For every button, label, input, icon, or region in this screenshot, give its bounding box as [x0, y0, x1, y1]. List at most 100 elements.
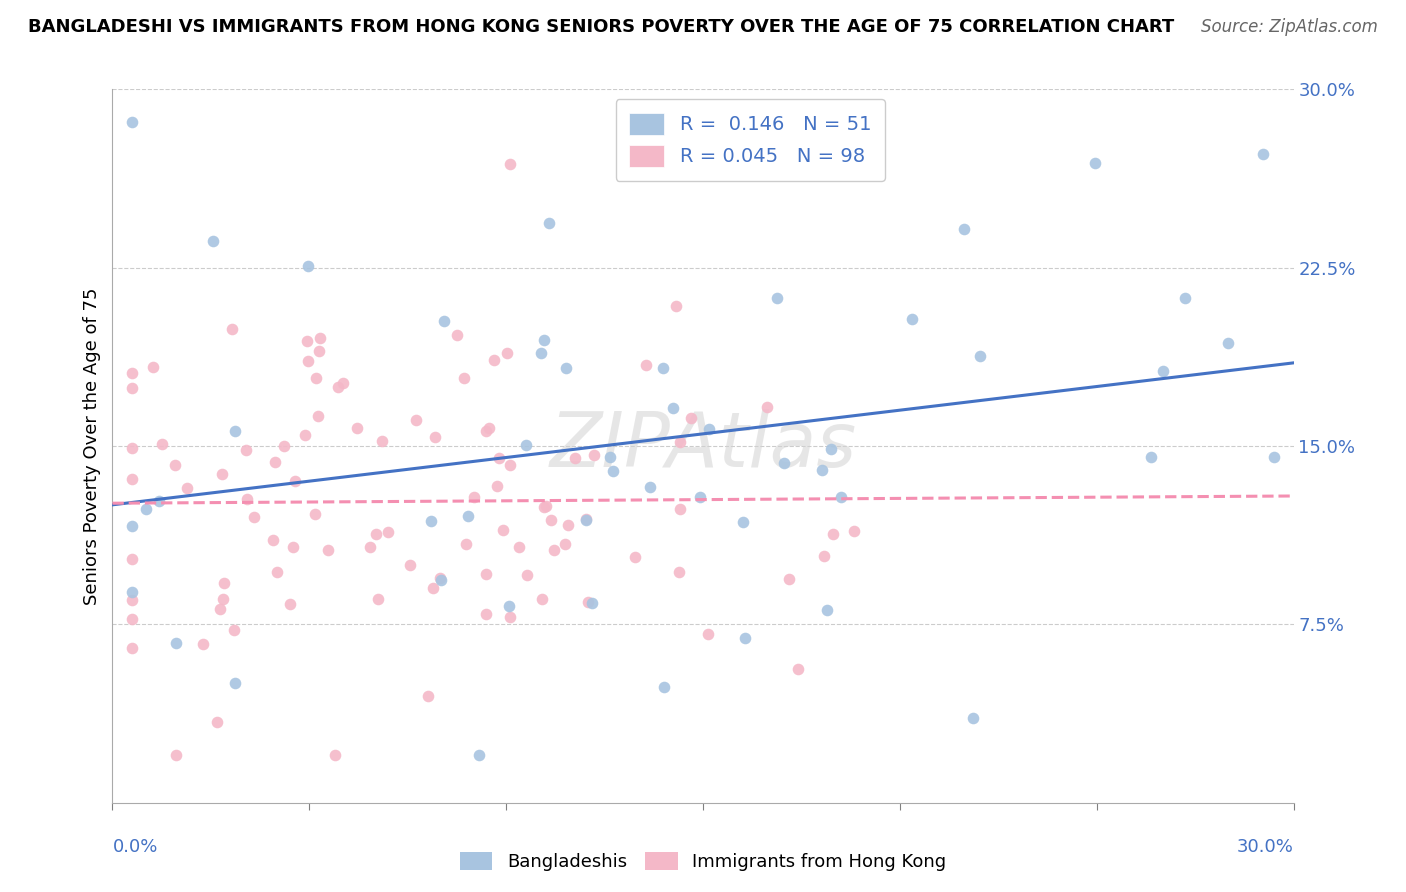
- Y-axis label: Seniors Poverty Over the Age of 75: Seniors Poverty Over the Age of 75: [83, 287, 101, 605]
- Point: [557, 518, 579, 533]
- Point: [176, 481, 198, 495]
- Point: [1174, 291, 1197, 305]
- Point: [492, 523, 515, 537]
- Point: [810, 463, 832, 477]
- Point: [583, 448, 606, 462]
- Point: [236, 491, 259, 506]
- Point: [205, 714, 228, 729]
- Point: [295, 334, 318, 348]
- Point: [1140, 450, 1163, 465]
- Point: [242, 510, 264, 524]
- Point: [308, 344, 330, 359]
- Point: [423, 430, 446, 444]
- Point: [842, 524, 865, 539]
- Point: [209, 602, 232, 616]
- Point: [284, 474, 307, 488]
- Point: [576, 594, 599, 608]
- Point: [962, 711, 984, 725]
- Point: [669, 434, 692, 449]
- Point: [364, 527, 387, 541]
- Point: [446, 328, 468, 343]
- Point: [820, 442, 842, 457]
- Point: [121, 366, 143, 380]
- Point: [801, 152, 824, 166]
- Point: [304, 508, 326, 522]
- Point: [495, 346, 517, 360]
- Point: [1152, 363, 1174, 377]
- Point: [297, 354, 319, 368]
- Point: [468, 748, 491, 763]
- Point: [499, 157, 522, 171]
- Text: ZIPAtlas: ZIPAtlas: [550, 409, 856, 483]
- Point: [262, 533, 284, 547]
- Point: [530, 591, 553, 606]
- Point: [901, 311, 924, 326]
- Point: [121, 472, 143, 486]
- Point: [211, 592, 233, 607]
- Point: [534, 500, 557, 514]
- Point: [599, 450, 621, 464]
- Point: [581, 596, 603, 610]
- Point: [429, 571, 451, 585]
- Point: [953, 222, 976, 236]
- Text: 30.0%: 30.0%: [1237, 838, 1294, 855]
- Point: [278, 597, 301, 611]
- Point: [121, 551, 143, 566]
- Point: [305, 371, 328, 385]
- Point: [662, 401, 685, 416]
- Point: [697, 626, 720, 640]
- Point: [150, 437, 173, 451]
- Point: [332, 376, 354, 390]
- Text: BANGLADESHI VS IMMIGRANTS FROM HONG KONG SENIORS POVERTY OVER THE AGE OF 75 CORR: BANGLADESHI VS IMMIGRANTS FROM HONG KONG…: [28, 18, 1174, 36]
- Point: [457, 509, 479, 524]
- Point: [142, 360, 165, 375]
- Point: [813, 549, 835, 563]
- Point: [516, 567, 538, 582]
- Point: [121, 381, 143, 395]
- Point: [266, 565, 288, 579]
- Point: [121, 115, 143, 129]
- Point: [575, 511, 598, 525]
- Point: [316, 542, 339, 557]
- Point: [463, 490, 485, 504]
- Point: [499, 609, 522, 624]
- Point: [367, 591, 389, 606]
- Point: [135, 502, 157, 516]
- Point: [121, 612, 143, 626]
- Point: [201, 234, 224, 248]
- Point: [484, 352, 506, 367]
- Point: [564, 450, 586, 465]
- Point: [377, 524, 399, 539]
- Point: [419, 514, 441, 528]
- Point: [530, 346, 553, 360]
- Point: [555, 361, 578, 376]
- Point: [554, 537, 576, 551]
- Point: [346, 421, 368, 435]
- Point: [515, 438, 537, 452]
- Point: [485, 479, 508, 493]
- Point: [294, 427, 316, 442]
- Point: [697, 422, 720, 436]
- Point: [734, 632, 756, 646]
- Point: [1251, 146, 1274, 161]
- Point: [416, 689, 439, 703]
- Point: [307, 409, 329, 423]
- Point: [969, 349, 991, 363]
- Point: [222, 623, 245, 637]
- Point: [475, 567, 498, 582]
- Point: [211, 467, 233, 482]
- Point: [499, 458, 522, 473]
- Point: [533, 500, 555, 514]
- Point: [475, 607, 498, 622]
- Point: [540, 513, 562, 527]
- Point: [533, 333, 555, 347]
- Point: [221, 322, 243, 336]
- Point: [430, 573, 453, 587]
- Point: [765, 291, 787, 305]
- Point: [689, 490, 711, 504]
- Point: [224, 425, 246, 439]
- Point: [454, 536, 477, 550]
- Point: [815, 603, 838, 617]
- Point: [453, 370, 475, 384]
- Point: [652, 361, 675, 376]
